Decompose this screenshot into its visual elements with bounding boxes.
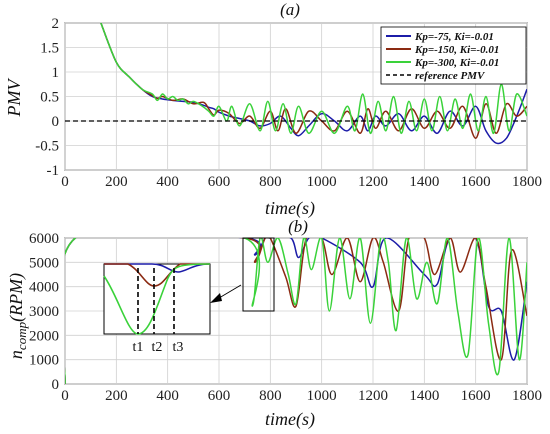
- panel-b: (b) 0 200 400 600 800 1000 1200 1400 1600 1800 600…: [6, 217, 542, 430]
- panel-a-xtick-1400: 1400: [409, 174, 439, 190]
- panel-b-ytick-4000: 4000: [29, 280, 59, 296]
- legend-label-reference: reference PMV: [415, 70, 486, 82]
- panel-b-ytick-0: 0: [52, 377, 60, 393]
- inset-label-t2: t2: [152, 340, 163, 355]
- inset-plot: t1 t2 t3: [103, 263, 211, 355]
- panel-a-series-kp300: [100, 23, 527, 135]
- panel-a-ytick-1: 1: [52, 65, 60, 81]
- panel-b-xtick-1200: 1200: [358, 388, 388, 404]
- panel-a-xtick-0: 0: [61, 174, 69, 190]
- panel-a-xtick-800: 800: [259, 174, 282, 190]
- panel-b-xtick-800: 800: [259, 388, 282, 404]
- zoom-arrow-head: [210, 293, 222, 303]
- panel-a-ticks: 0 200 400 600 800 1000 1200 1400 1600 1800 2 1.5 1 0.…: [35, 16, 542, 190]
- panel-a-xlabel: time(s): [265, 198, 315, 219]
- panel-b-ylabel: ncomp(RPM): [6, 273, 29, 359]
- panel-a-xtick-1800: 1800: [512, 174, 542, 190]
- panel-a-xtick-1200: 1200: [358, 174, 388, 190]
- panel-b-ytick-6000: 6000: [29, 231, 59, 247]
- panel-a-xtick-1600: 1600: [461, 174, 491, 190]
- panel-a-xtick-200: 200: [105, 174, 128, 190]
- inset-frame: [103, 263, 211, 335]
- legend-label-kp300: Kp=-300, Ki=-0.01: [414, 57, 499, 69]
- panel-b-xtick-200: 200: [105, 388, 128, 404]
- panel-b-xtick-1400: 1400: [409, 388, 439, 404]
- panel-a-ytick-2: 2: [52, 16, 60, 32]
- panel-b-series: [65, 238, 527, 384]
- panel-a-ytick--0.5: -0.5: [35, 139, 59, 155]
- panel-a-xtick-1000: 1000: [307, 174, 337, 190]
- panel-a-ylabel: PMV: [4, 78, 24, 118]
- legend-label-kp150: Kp=-150, Ki=-0.01: [414, 44, 499, 56]
- zoom-region: [242, 237, 275, 312]
- panel-b-ticks: 0 200 400 600 800 1000 1200 1400 1600 1800 6000 500…: [29, 231, 542, 404]
- panel-a-series: [65, 23, 527, 145]
- panel-a-ytick-0.5: 0.5: [40, 90, 59, 106]
- panel-a-xtick-600: 600: [208, 174, 231, 190]
- panel-a-series-kp75: [100, 23, 527, 145]
- panel-a-ytick-0: 0: [52, 114, 60, 130]
- panel-a: (a) 0 200 400 600 800 1000 1200 1400 1600 1800 2 1.…: [4, 0, 542, 219]
- legend-label-kp75: Kp=-75, Ki=-0.01: [414, 31, 494, 43]
- panel-b-xlabel: time(s): [265, 409, 315, 430]
- panel-b-ytick-2000: 2000: [29, 328, 59, 344]
- panel-b-ytick-5000: 5000: [29, 255, 59, 271]
- panel-b-series-kp300: [65, 238, 527, 384]
- panel-b-xtick-600: 600: [208, 388, 231, 404]
- panel-b-xtick-1800: 1800: [512, 388, 542, 404]
- panel-b-title: (b): [288, 217, 308, 236]
- panel-a-xtick-400: 400: [156, 174, 179, 190]
- panel-b-grid: [64, 237, 528, 385]
- inset-label-t3: t3: [173, 340, 184, 355]
- inset-curve-kp300: [103, 263, 211, 335]
- panel-b-xtick-1600: 1600: [461, 388, 491, 404]
- panel-b-ytick-3000: 3000: [29, 304, 59, 320]
- panel-b-ytick-1000: 1000: [29, 353, 59, 369]
- inset-curve-kp75: [104, 263, 211, 273]
- panel-a-ytick-1.5: 1.5: [40, 41, 59, 57]
- panel-a-title: (a): [280, 0, 300, 19]
- legend: Kp=-75, Ki=-0.01 Kp=-150, Ki=-0.01 Kp=-3…: [380, 26, 527, 85]
- panel-b-xtick-1000: 1000: [307, 388, 337, 404]
- inset-label-t1: t1: [133, 340, 144, 355]
- panel-b-xtick-400: 400: [156, 388, 179, 404]
- panel-b-xtick-0: 0: [61, 388, 69, 404]
- panel-a-ytick--1: -1: [47, 163, 60, 179]
